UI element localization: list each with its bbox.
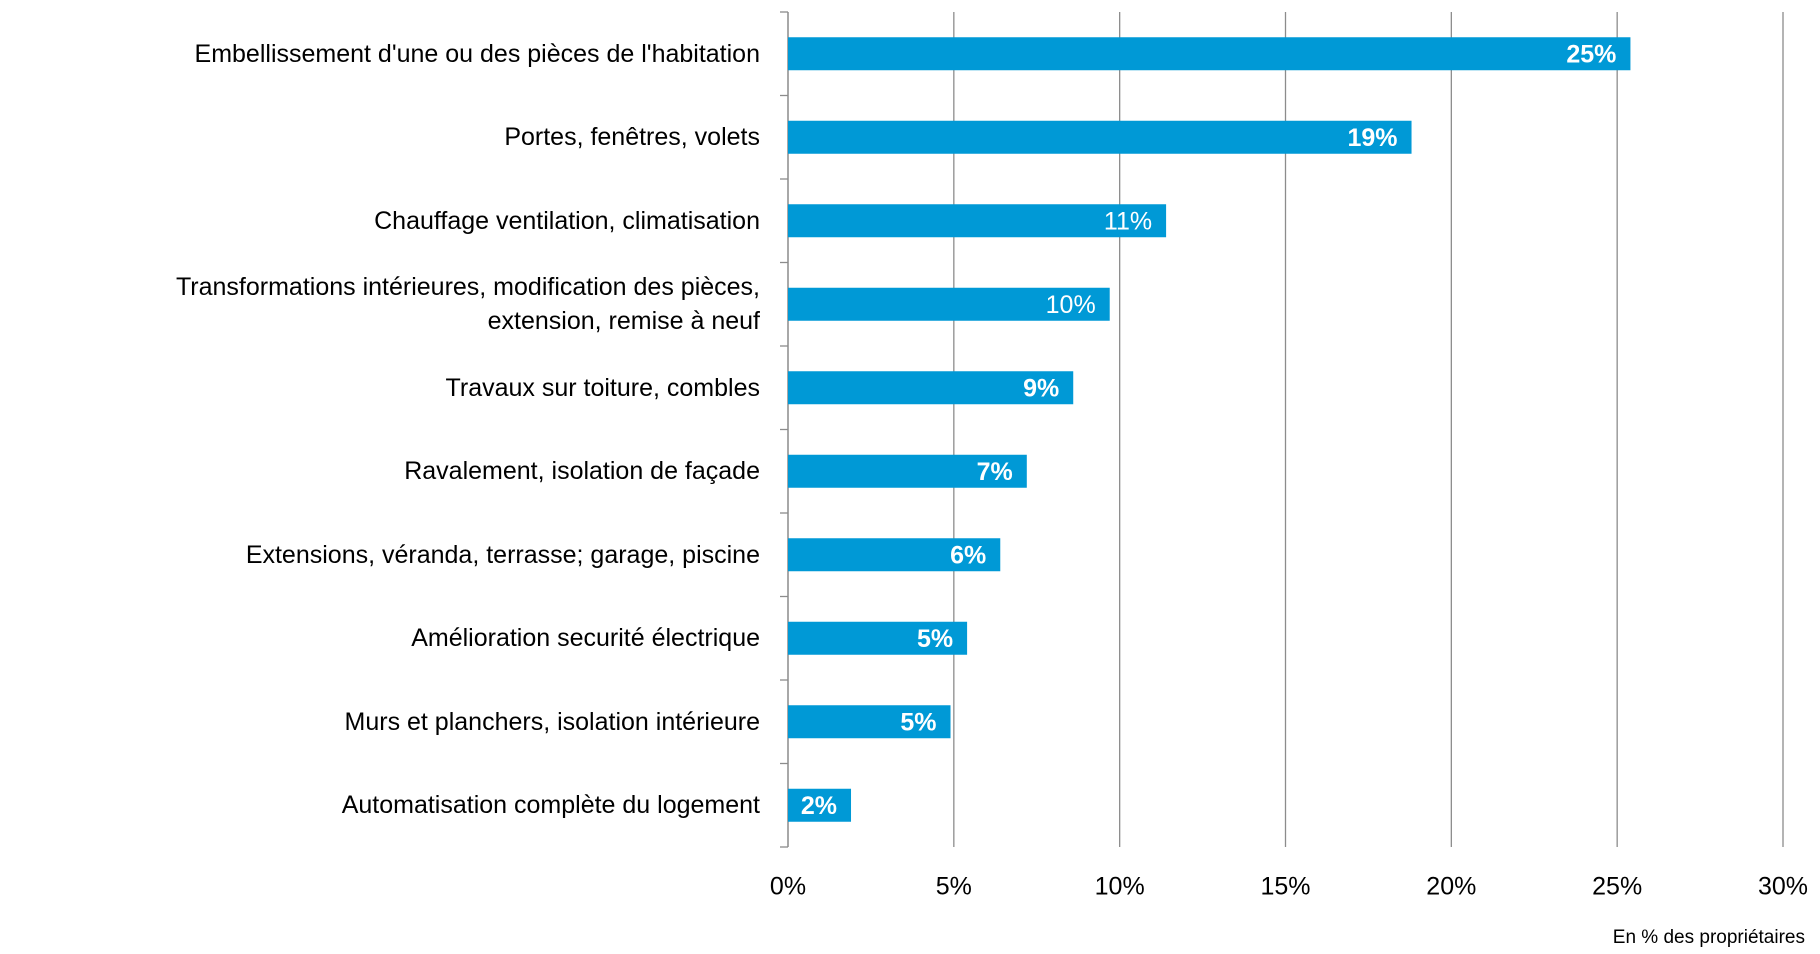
x-tick-label: 30% [1758,873,1808,901]
x-tick-label: 10% [1095,873,1145,901]
y-tick-label: Portes, fenêtres, volets [504,123,760,152]
bar [788,204,1167,238]
y-tick-label: Ravalement, isolation de façade [404,457,760,486]
x-tick-label: 15% [1260,873,1310,901]
bar [788,371,1074,405]
bar [788,705,951,739]
y-tick-label: Embellissement d'une ou des pièces de l'… [194,39,760,68]
x-tick-label: 25% [1592,873,1642,901]
y-tick-label: Extensions, véranda, terrasse; garage, p… [245,540,760,569]
y-tick-label: Amélioration securité électrique [411,624,760,653]
value-label: 6% [950,541,986,569]
bar [788,538,1001,572]
bar [788,287,1110,321]
value-label: 10% [1046,291,1096,319]
value-label: 2% [801,792,837,820]
y-tick-label: Chauffage ventilation, climatisation [374,206,760,235]
value-label: 11% [1104,207,1152,235]
x-tick-label: 0% [770,873,806,901]
x-axis-label: En % des propriétaires [1613,927,1805,948]
y-tick-label: Travaux sur toiture, combles [445,373,760,402]
value-label: 7% [977,458,1013,486]
y-tick-label: Transformations intérieures, modificatio… [175,273,760,336]
value-label: 5% [900,708,936,736]
x-tick-label: 20% [1426,873,1476,901]
x-tick-label: 5% [936,873,972,901]
value-label: 9% [1023,374,1059,402]
value-label: 25% [1566,40,1616,68]
value-label: 19% [1347,124,1397,152]
bar [788,120,1412,154]
bar [788,788,852,822]
bar [788,454,1027,488]
bar [788,621,968,655]
y-tick-label: Automatisation complète du logement [341,791,760,820]
y-tick-label: Murs et planchers, isolation intérieure [344,707,760,736]
value-label: 5% [917,625,953,653]
bar [788,37,1631,71]
